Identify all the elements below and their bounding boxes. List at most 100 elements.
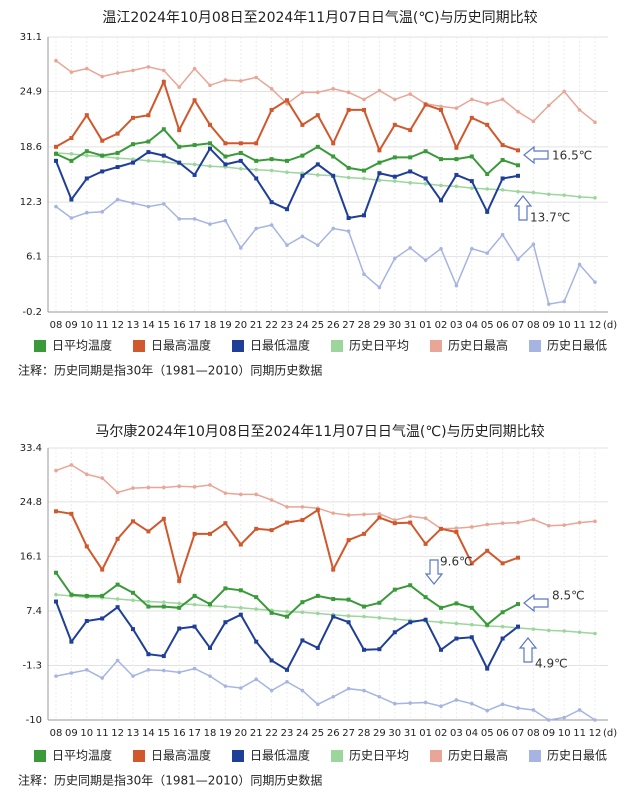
point [223,620,228,625]
point [177,670,181,675]
point [238,588,243,593]
point [223,141,228,146]
y-tick-label: 7.4 [26,606,42,617]
point [377,171,382,176]
point [161,604,166,609]
point [500,176,505,181]
point [69,511,74,516]
point [346,229,351,233]
x-tick-label: 31 [404,728,417,739]
point [562,193,566,197]
series-line [55,659,596,721]
legend-label: 日最低温度 [250,338,310,353]
legend-label: 日最高温度 [151,338,211,353]
x-tick-label: 29 [373,320,386,331]
point [69,463,74,467]
point [285,667,289,672]
point [146,604,151,609]
point [516,163,520,168]
point [408,181,413,185]
x-tick-label: 17 [188,320,201,331]
point [562,299,566,304]
point [239,686,243,690]
point [69,152,74,156]
x-tick-label: 28 [358,728,371,739]
point [285,243,289,248]
legend-swatch [529,750,541,762]
point [285,609,289,614]
point [208,122,212,127]
note: 注释：历史同期是指30年（1981—2010）同期历史数据 [18,363,322,378]
point [131,115,135,120]
point [377,148,382,153]
point [408,155,413,160]
x-tick-label: 09 [65,728,78,739]
point [84,176,89,181]
point [239,492,243,497]
point [285,520,289,525]
point [500,521,505,526]
point [69,639,74,644]
x-tick-label: 13 [127,320,140,331]
y-tick-label: 31.1 [20,32,42,43]
point [470,622,474,627]
point [115,582,120,587]
point [454,172,459,177]
point [208,602,212,607]
point [577,520,582,525]
point [547,103,551,108]
point [162,159,166,164]
point [177,605,182,610]
point [469,561,474,566]
point [192,217,197,221]
point [516,148,520,153]
point [100,567,105,572]
point [300,688,305,693]
legend-swatch [331,750,343,762]
point [115,597,120,601]
point [115,605,120,610]
point [115,150,120,155]
point [54,468,58,473]
point [470,97,474,102]
point [54,509,58,514]
point [439,104,443,109]
point [577,630,582,635]
point [300,610,305,615]
legend-swatch [133,340,145,352]
point [85,668,89,672]
x-unit: (d) [603,728,617,739]
point [84,544,89,549]
legend-label: 日最高温度 [151,748,211,763]
point [315,162,320,167]
point [177,128,182,133]
point [331,567,336,572]
point [254,607,258,611]
point [377,285,382,290]
point [131,201,135,205]
point [485,172,490,177]
point [269,223,274,227]
point [423,617,428,622]
x-tick-label: 03 [450,728,463,739]
chart: 温江2024年10月08日至2024年11月07日日气温(℃)与历史同期比较 -0… [18,10,617,378]
point [408,620,413,625]
x-tick-label: 01 [419,728,432,739]
point [423,516,428,520]
point [393,256,397,261]
point [300,90,305,95]
series-line [55,593,596,635]
legend-swatch [232,340,244,352]
x-tick-label: 10 [558,728,571,739]
point [69,136,74,141]
point [346,90,351,95]
x-tick-label: 23 [281,320,294,331]
point [577,708,582,712]
x-tick-label: 01 [419,320,432,331]
x-tick-label: 30 [388,320,401,331]
point [408,514,413,519]
point [315,144,320,149]
x-tick-label: 07 [512,728,525,739]
x-tick-label: 17 [188,728,201,739]
chart-title: 马尔康2024年10月08日至2024年11月07日日气温(℃)与历史同期比较 [95,423,544,440]
